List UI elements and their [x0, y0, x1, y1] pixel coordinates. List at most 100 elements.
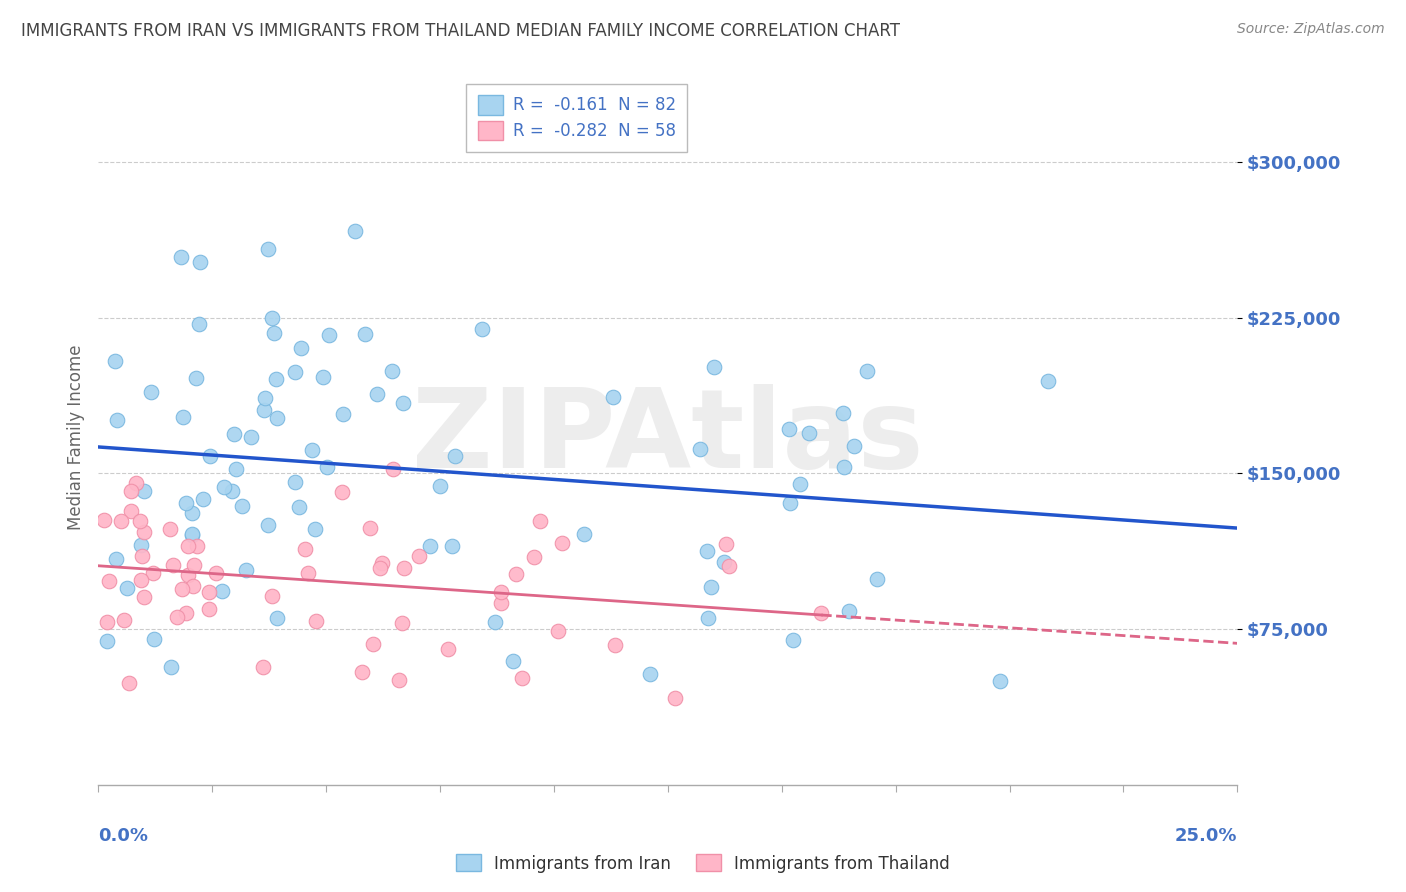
Point: [523, 549, 546, 564]
Point: [190, 254, 212, 268]
Point: [115, 581, 138, 595]
Point: [177, 539, 200, 553]
Point: [166, 609, 188, 624]
Point: [638, 666, 661, 681]
Point: [197, 602, 219, 616]
Point: [366, 387, 388, 401]
Text: Source: ZipAtlas.com: Source: ZipAtlas.com: [1237, 22, 1385, 37]
Point: [260, 311, 283, 326]
Point: [181, 526, 204, 541]
Point: [837, 604, 859, 618]
Point: [221, 483, 243, 498]
Point: [105, 413, 128, 427]
Point: [368, 560, 391, 574]
Text: IMMIGRANTS FROM IRAN VS IMMIGRANTS FROM THAILAND MEDIAN FAMILY INCOME CORRELATIO: IMMIGRANTS FROM IRAN VS IMMIGRANTS FROM …: [21, 22, 900, 40]
Point: [183, 558, 205, 573]
Point: [699, 580, 721, 594]
Text: 0.0%: 0.0%: [98, 827, 149, 845]
Point: [779, 496, 801, 510]
Point: [253, 402, 276, 417]
Point: [129, 514, 152, 528]
Point: [170, 582, 193, 597]
Point: [287, 500, 309, 514]
Point: [354, 327, 377, 342]
Point: [370, 556, 392, 570]
Point: [332, 407, 354, 421]
Legend: R =  -0.161  N = 82, R =  -0.282  N = 58: R = -0.161 N = 82, R = -0.282 N = 58: [465, 84, 688, 153]
Point: [284, 475, 307, 489]
Point: [664, 691, 686, 706]
Point: [810, 607, 832, 621]
Point: [252, 660, 274, 674]
Point: [104, 354, 127, 368]
Point: [304, 522, 326, 536]
Point: [222, 427, 245, 442]
Point: [471, 322, 494, 336]
Point: [198, 584, 221, 599]
Point: [489, 585, 512, 599]
Point: [301, 443, 323, 458]
Point: [139, 384, 162, 399]
Point: [225, 462, 247, 476]
Point: [392, 561, 415, 575]
Point: [120, 504, 142, 518]
Point: [988, 674, 1011, 689]
Point: [318, 327, 340, 342]
Point: [118, 676, 141, 690]
Point: [184, 371, 207, 385]
Point: [239, 429, 262, 443]
Point: [257, 242, 280, 256]
Point: [284, 365, 307, 379]
Point: [778, 422, 800, 436]
Point: [235, 563, 257, 577]
Point: [602, 390, 624, 404]
Point: [204, 566, 226, 581]
Legend: Immigrants from Iran, Immigrants from Thailand: Immigrants from Iran, Immigrants from Th…: [449, 847, 957, 880]
Point: [381, 364, 404, 378]
Point: [359, 521, 381, 535]
Point: [505, 567, 527, 582]
Point: [177, 567, 200, 582]
Point: [174, 606, 197, 620]
Point: [212, 480, 235, 494]
Point: [181, 579, 204, 593]
Point: [703, 360, 725, 375]
Point: [551, 535, 574, 549]
Point: [443, 449, 465, 463]
Point: [297, 566, 319, 581]
Point: [696, 611, 718, 625]
Text: ZIPAtlas: ZIPAtlas: [412, 384, 924, 491]
Point: [129, 573, 152, 587]
Point: [257, 518, 280, 533]
Point: [231, 499, 253, 513]
Point: [172, 409, 194, 424]
Point: [316, 459, 339, 474]
Point: [855, 364, 877, 378]
Point: [429, 479, 451, 493]
Point: [180, 528, 202, 542]
Point: [605, 638, 627, 652]
Point: [866, 572, 889, 586]
Point: [93, 513, 115, 527]
Point: [96, 615, 118, 630]
Point: [696, 544, 718, 558]
Point: [408, 549, 430, 563]
Point: [96, 633, 118, 648]
Point: [312, 370, 335, 384]
Point: [211, 584, 233, 599]
Point: [159, 522, 181, 536]
Point: [361, 637, 384, 651]
Point: [253, 392, 276, 406]
Point: [131, 549, 153, 564]
Point: [350, 665, 373, 679]
Point: [143, 632, 166, 646]
Point: [391, 615, 413, 630]
Point: [186, 539, 208, 553]
Point: [266, 411, 288, 425]
Point: [162, 558, 184, 572]
Point: [484, 615, 506, 629]
Point: [104, 551, 127, 566]
Point: [264, 371, 287, 385]
Point: [831, 406, 853, 420]
Point: [263, 326, 285, 341]
